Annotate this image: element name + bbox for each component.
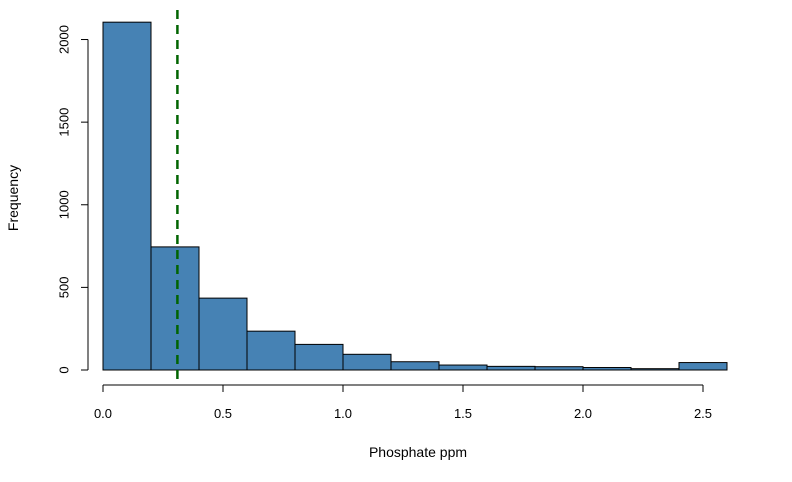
x-axis: 0.0 0.5 1.0 1.5 2.0 2.5 [94, 384, 712, 421]
histogram-bar [390, 361, 440, 371]
x-tick-label: 0.0 [94, 406, 112, 421]
histogram-bar [582, 367, 632, 371]
histogram-bar [630, 368, 680, 371]
y-tick-label: 2000 [57, 25, 72, 54]
histogram-bar [246, 330, 296, 371]
y-tick-label: 500 [57, 277, 72, 299]
x-tick-label: 1.0 [334, 406, 352, 421]
histogram-bar [678, 362, 728, 371]
histogram-bar [486, 365, 536, 371]
histogram-bar [534, 366, 584, 371]
x-tick-label: 1.5 [454, 406, 472, 421]
histogram-bars [102, 21, 728, 371]
y-tick-label: 1000 [57, 190, 72, 219]
y-tick-label: 0 [57, 366, 72, 373]
histogram-bar [102, 21, 152, 371]
x-tick-label: 2.5 [694, 406, 712, 421]
y-axis-title: Frequency [5, 165, 21, 231]
histogram-bar [294, 343, 344, 371]
x-axis-title: Phosphate ppm [369, 444, 467, 460]
y-tick-label: 1500 [57, 108, 72, 137]
histogram-bar [198, 297, 248, 371]
x-tick-label: 2.0 [574, 406, 592, 421]
histogram-bar [150, 246, 200, 371]
y-axis: 0 500 1000 1500 2000 [57, 25, 89, 374]
x-tick-label: 0.5 [214, 406, 232, 421]
histogram-bar [438, 364, 488, 371]
histogram-bar [342, 353, 392, 371]
